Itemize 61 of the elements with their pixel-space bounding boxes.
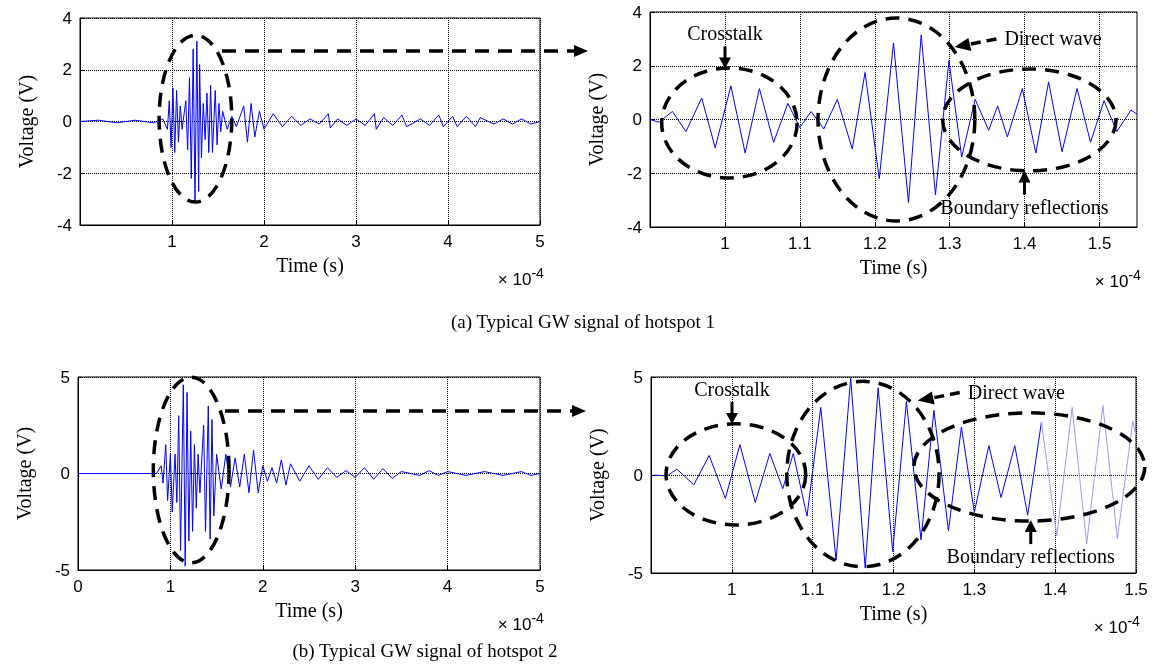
x-tick-label: 3 <box>350 577 360 596</box>
y-tick-label: 5 <box>60 367 70 387</box>
x-tick-label: 1.2 <box>881 580 906 599</box>
x-tick-label: 1.3 <box>962 580 987 599</box>
x-tick-label: 3 <box>351 232 361 251</box>
text: × 10$^{-4}$ <box>497 265 544 290</box>
x-tick-label: 1.3 <box>937 234 962 253</box>
x-tick-label: 1.5 <box>1087 234 1112 253</box>
y-tick-label: 4 <box>62 8 72 28</box>
x-axis-title: Time (s) <box>276 254 344 277</box>
annotation: Direct wave <box>1004 26 1102 49</box>
annotation: Crosstalk <box>694 378 770 401</box>
annotation: Crosstalk <box>687 22 763 45</box>
x-tick-label: 1 <box>727 580 737 599</box>
line-series <box>79 40 541 203</box>
y-tick-label: -4 <box>626 217 642 237</box>
annotation: Boundary reflections <box>946 545 1116 569</box>
text: × 10$^{-4}$ <box>1094 267 1141 292</box>
x-tick-label: 2 <box>258 577 268 596</box>
text: (a) Typical GW signal of hotspot 1 <box>450 311 716 333</box>
text: × 10$^{-4}$ <box>1093 613 1140 638</box>
y-tick-label: 5 <box>633 367 643 387</box>
x-tick-label: 4 <box>443 232 453 251</box>
line-series <box>77 384 541 567</box>
x-tick-label: 1 <box>167 232 177 251</box>
annotation: Boundary reflections <box>940 195 1109 219</box>
x-tick-label: 1.1 <box>788 234 812 253</box>
y-tick-label: -4 <box>56 215 72 235</box>
y-tick-label: 2 <box>632 56 642 76</box>
y-tick-label: -5 <box>627 563 643 583</box>
y-axis-title: Voltage (V) <box>13 426 36 521</box>
y-tick-label: 4 <box>632 2 642 22</box>
x-axis-title: Time (s) <box>275 599 343 622</box>
y-tick-label: 0 <box>60 464 70 483</box>
x-axis-title: Time (s) <box>859 602 928 625</box>
y-tick-label: 2 <box>62 60 72 80</box>
x-tick-label: 1 <box>165 577 176 596</box>
x-axis-title: Time (s) <box>859 256 928 279</box>
x-tick-label: 1.2 <box>862 234 887 253</box>
x-tick-label: 1.1 <box>800 580 825 599</box>
y-axis-title: Voltage (V) <box>585 72 608 167</box>
x-tick-label: 1 <box>720 234 730 253</box>
x-tick-label: 2 <box>259 232 269 251</box>
y-tick-label: 0 <box>633 465 643 485</box>
text: × 10$^{-4}$ <box>497 610 544 635</box>
x-tick-label: 1.5 <box>1124 580 1148 599</box>
y-tick-label: -2 <box>626 163 642 183</box>
y-axis-title: Voltage (V) <box>586 428 609 522</box>
x-tick-label: 4 <box>442 577 453 596</box>
x-tick-label: 5 <box>535 232 545 251</box>
y-tick-label: -5 <box>54 560 70 580</box>
annotation: Direct wave <box>967 380 1066 403</box>
y-tick-label: 0 <box>62 112 72 131</box>
x-tick-label: 5 <box>535 577 545 596</box>
x-tick-label: 1.4 <box>1043 580 1067 599</box>
y-tick-label: 0 <box>632 110 642 129</box>
y-axis-title: Voltage (V) <box>15 74 38 169</box>
x-tick-label: 1.4 <box>1012 234 1037 253</box>
line-series <box>1040 404 1137 545</box>
text: (b) Typical GW signal of hotspot 2 <box>291 640 559 662</box>
y-tick-label: -2 <box>56 163 72 183</box>
